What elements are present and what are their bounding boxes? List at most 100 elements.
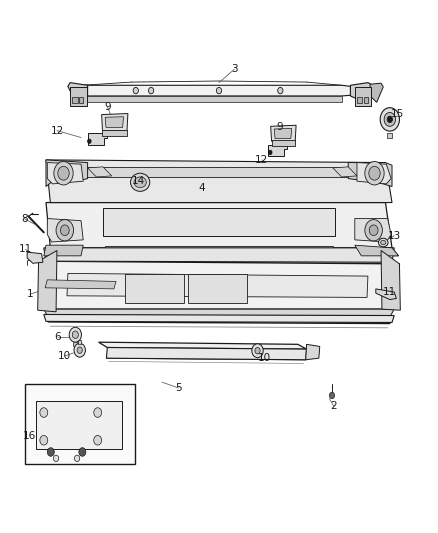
- Text: 5: 5: [175, 383, 182, 393]
- Polygon shape: [44, 245, 83, 256]
- Polygon shape: [39, 261, 399, 309]
- Text: 3: 3: [231, 64, 238, 74]
- Bar: [36, 401, 122, 449]
- Text: 12: 12: [255, 155, 268, 165]
- Text: 12: 12: [50, 126, 64, 135]
- Polygon shape: [44, 248, 394, 262]
- Circle shape: [74, 343, 85, 357]
- Text: 8: 8: [21, 214, 28, 223]
- Polygon shape: [188, 274, 247, 303]
- Ellipse shape: [134, 177, 146, 188]
- Ellipse shape: [381, 240, 386, 245]
- Circle shape: [133, 87, 138, 94]
- Text: 9: 9: [276, 122, 283, 132]
- Polygon shape: [381, 251, 400, 310]
- Circle shape: [216, 87, 222, 94]
- Polygon shape: [82, 96, 342, 102]
- Circle shape: [369, 166, 380, 180]
- Text: 13: 13: [388, 231, 401, 240]
- Circle shape: [88, 139, 91, 143]
- Bar: [272, 140, 295, 146]
- Bar: [57, 167, 383, 177]
- Circle shape: [77, 347, 82, 353]
- Polygon shape: [355, 245, 399, 256]
- Ellipse shape: [131, 173, 150, 191]
- Text: 14: 14: [131, 176, 145, 186]
- Circle shape: [380, 108, 399, 131]
- Polygon shape: [333, 167, 357, 177]
- Polygon shape: [355, 219, 391, 242]
- Bar: [72, 97, 78, 103]
- Circle shape: [365, 220, 382, 241]
- Bar: [103, 208, 335, 236]
- Bar: [387, 133, 392, 138]
- Polygon shape: [268, 145, 287, 156]
- Circle shape: [255, 348, 260, 354]
- Circle shape: [252, 344, 263, 358]
- Circle shape: [79, 448, 86, 456]
- Polygon shape: [47, 219, 83, 242]
- Text: 16: 16: [23, 431, 36, 441]
- Bar: [355, 87, 371, 106]
- Text: 1: 1: [26, 289, 33, 299]
- Text: 11: 11: [382, 287, 396, 297]
- Circle shape: [54, 161, 73, 185]
- Bar: [73, 342, 78, 346]
- Circle shape: [47, 448, 54, 456]
- Bar: [357, 97, 362, 103]
- Polygon shape: [46, 160, 392, 203]
- Circle shape: [278, 87, 283, 94]
- Circle shape: [369, 225, 378, 236]
- Polygon shape: [88, 167, 112, 177]
- Circle shape: [58, 166, 69, 180]
- Circle shape: [268, 150, 272, 155]
- Polygon shape: [271, 125, 296, 141]
- Bar: [70, 87, 87, 106]
- Bar: [364, 97, 368, 103]
- Circle shape: [53, 455, 59, 462]
- Circle shape: [60, 225, 69, 236]
- Polygon shape: [306, 344, 320, 360]
- Polygon shape: [38, 251, 57, 312]
- Polygon shape: [44, 314, 394, 322]
- Polygon shape: [59, 246, 379, 255]
- Bar: [25, 384, 135, 464]
- Polygon shape: [44, 309, 394, 316]
- Circle shape: [69, 327, 81, 342]
- Polygon shape: [46, 203, 392, 248]
- Polygon shape: [106, 348, 307, 360]
- Polygon shape: [370, 83, 383, 102]
- Text: 10: 10: [258, 353, 271, 363]
- Circle shape: [365, 161, 384, 185]
- Polygon shape: [99, 342, 307, 349]
- Bar: [102, 130, 127, 136]
- Circle shape: [40, 435, 48, 445]
- Text: 6: 6: [54, 332, 61, 342]
- Circle shape: [40, 408, 48, 417]
- Ellipse shape: [378, 238, 388, 247]
- Polygon shape: [105, 117, 124, 127]
- Text: 10: 10: [58, 351, 71, 361]
- Polygon shape: [348, 163, 392, 187]
- Circle shape: [94, 435, 102, 445]
- Polygon shape: [68, 83, 88, 104]
- Polygon shape: [46, 160, 88, 187]
- Circle shape: [329, 392, 335, 399]
- Text: 15: 15: [391, 109, 404, 119]
- Circle shape: [72, 331, 78, 338]
- Circle shape: [384, 112, 396, 126]
- Polygon shape: [27, 252, 43, 263]
- Polygon shape: [125, 274, 184, 303]
- Circle shape: [74, 455, 80, 462]
- Circle shape: [387, 116, 392, 123]
- Text: 2: 2: [330, 401, 337, 411]
- Polygon shape: [67, 273, 368, 297]
- Polygon shape: [376, 289, 396, 300]
- Circle shape: [94, 408, 102, 417]
- Text: 9: 9: [104, 102, 111, 111]
- Bar: [79, 97, 83, 103]
- Polygon shape: [50, 248, 399, 256]
- Polygon shape: [357, 163, 391, 184]
- Polygon shape: [274, 128, 292, 139]
- Text: 4: 4: [198, 183, 205, 192]
